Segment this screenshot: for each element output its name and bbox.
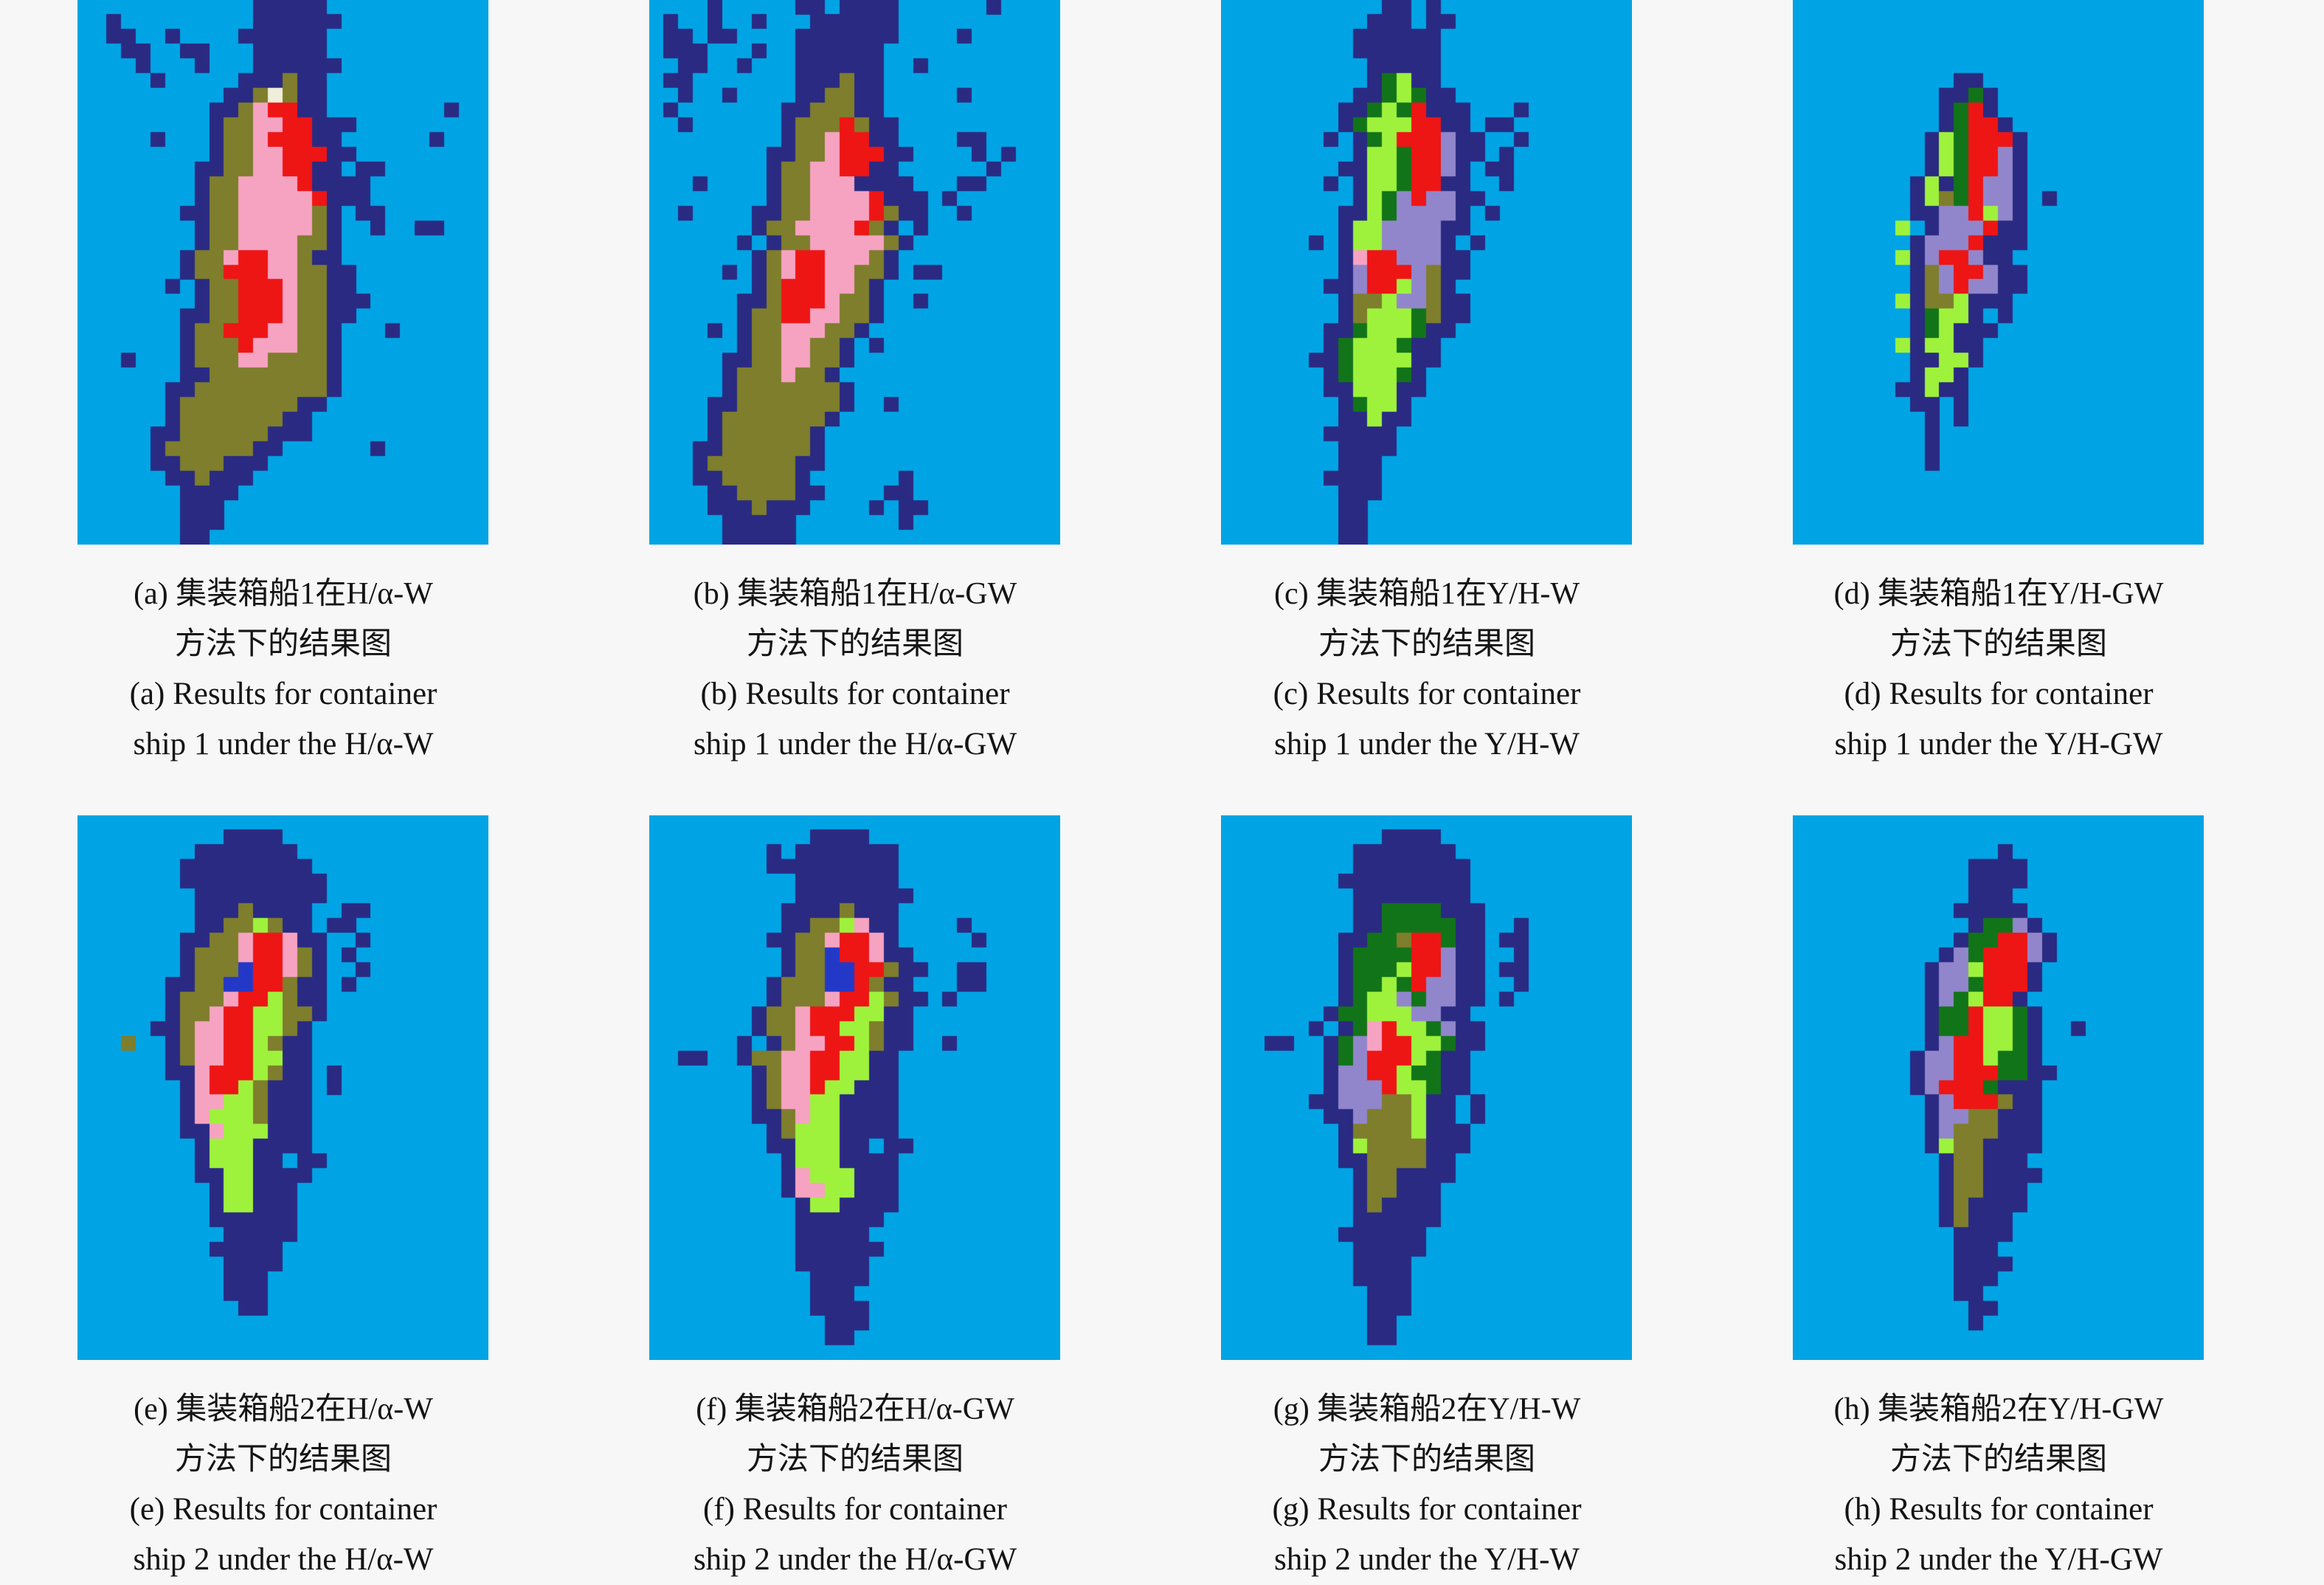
- caption-zh-line2: 方法下的结果图: [174, 627, 392, 661]
- result-panel-a: (a) 集装箱船1在H/α-W 方法下的结果图 (a) Results for …: [77, 0, 488, 770]
- caption-zh-line1: (a) 集装箱船1在H/α-W: [134, 577, 433, 611]
- caption-en-line2: ship 1 under the Y/H-W: [1274, 727, 1580, 762]
- result-panel-c: (c) 集装箱船1在Y/H-W 方法下的结果图 (c) Results for …: [1221, 0, 1632, 770]
- result-panel-h: (h) 集装箱船2在Y/H-GW 方法下的结果图 (h) Results for…: [1793, 815, 2204, 1585]
- caption-block-b: (b) 集装箱船1在H/α-GW 方法下的结果图 (b) Results for…: [575, 569, 1135, 770]
- caption-zh-line2: 方法下的结果图: [174, 1443, 392, 1477]
- caption-en-line1: (c) Results for container: [1273, 677, 1581, 711]
- classification-map-g: [1221, 815, 1632, 1360]
- caption-en-line2: ship 2 under the H/α-GW: [693, 1542, 1017, 1577]
- caption-en-line1: (a) Results for container: [129, 677, 438, 711]
- caption-en-line2: ship 2 under the H/α-W: [133, 1542, 434, 1577]
- caption-zh-line2: 方法下的结果图: [746, 1443, 964, 1477]
- result-panel-g: (g) 集装箱船2在Y/H-W 方法下的结果图 (g) Results for …: [1221, 815, 1632, 1585]
- caption-zh-line2: 方法下的结果图: [1889, 1443, 2107, 1477]
- result-panel-b: (b) 集装箱船1在H/α-GW 方法下的结果图 (b) Results for…: [649, 0, 1060, 770]
- caption-zh-line1: (e) 集装箱船2在H/α-W: [134, 1392, 433, 1426]
- caption-en-line2: ship 1 under the H/α-GW: [693, 727, 1017, 762]
- caption-zh-line1: (f) 集装箱船2在H/α-GW: [696, 1392, 1014, 1426]
- classification-map-d: [1793, 0, 2204, 545]
- caption-zh-line2: 方法下的结果图: [1889, 627, 2107, 661]
- caption-en-line1: (d) Results for container: [1844, 677, 2154, 711]
- caption-en-line1: (g) Results for container: [1272, 1492, 1582, 1527]
- classification-map-h: [1793, 815, 2204, 1360]
- caption-en-line2: ship 2 under the Y/H-W: [1274, 1542, 1580, 1577]
- caption-zh-line2: 方法下的结果图: [1318, 627, 1535, 661]
- caption-block-h: (h) 集装箱船2在Y/H-GW 方法下的结果图 (h) Results for…: [1718, 1384, 2279, 1585]
- caption-en-line1: (e) Results for container: [129, 1492, 438, 1527]
- caption-block-a: (a) 集装箱船1在H/α-W 方法下的结果图 (a) Results for …: [3, 569, 564, 770]
- classification-map-b: [649, 0, 1060, 545]
- caption-block-e: (e) 集装箱船2在H/α-W 方法下的结果图 (e) Results for …: [3, 1384, 564, 1585]
- figure-row-1: (a) 集装箱船1在H/α-W 方法下的结果图 (a) Results for …: [0, 0, 2204, 770]
- caption-en-line1: (f) Results for container: [703, 1492, 1007, 1527]
- caption-zh-line1: (c) 集装箱船1在Y/H-W: [1273, 577, 1580, 611]
- caption-zh-line1: (d) 集装箱船1在Y/H-GW: [1833, 577, 2164, 611]
- caption-en-line1: (b) Results for container: [700, 677, 1010, 711]
- classification-map-a: [77, 0, 488, 545]
- caption-block-c: (c) 集装箱船1在Y/H-W 方法下的结果图 (c) Results for …: [1147, 569, 1707, 770]
- caption-zh-line2: 方法下的结果图: [1318, 1443, 1535, 1477]
- caption-zh-line1: (b) 集装箱船1在H/α-GW: [693, 577, 1017, 611]
- result-panel-f: (f) 集装箱船2在H/α-GW 方法下的结果图 (f) Results for…: [649, 815, 1060, 1585]
- caption-block-d: (d) 集装箱船1在Y/H-GW 方法下的结果图 (d) Results for…: [1718, 569, 2279, 770]
- result-panel-e: (e) 集装箱船2在H/α-W 方法下的结果图 (e) Results for …: [77, 815, 488, 1585]
- caption-block-f: (f) 集装箱船2在H/α-GW 方法下的结果图 (f) Results for…: [575, 1384, 1135, 1585]
- caption-en-line2: ship 1 under the Y/H-GW: [1834, 727, 2163, 762]
- caption-en-line2: ship 2 under the Y/H-GW: [1834, 1542, 2163, 1577]
- classification-map-e: [77, 815, 488, 1360]
- caption-zh-line1: (h) 集装箱船2在Y/H-GW: [1833, 1392, 2164, 1426]
- caption-en-line1: (h) Results for container: [1844, 1492, 2154, 1527]
- figure-row-2: (e) 集装箱船2在H/α-W 方法下的结果图 (e) Results for …: [0, 815, 2204, 1585]
- caption-block-g: (g) 集装箱船2在Y/H-W 方法下的结果图 (g) Results for …: [1147, 1384, 1707, 1585]
- classification-map-f: [649, 815, 1060, 1360]
- caption-en-line2: ship 1 under the H/α-W: [133, 727, 434, 762]
- result-panel-d: (d) 集装箱船1在Y/H-GW 方法下的结果图 (d) Results for…: [1793, 0, 2204, 770]
- caption-zh-line2: 方法下的结果图: [746, 627, 964, 661]
- caption-zh-line1: (g) 集装箱船2在Y/H-W: [1273, 1392, 1581, 1426]
- classification-map-c: [1221, 0, 1632, 545]
